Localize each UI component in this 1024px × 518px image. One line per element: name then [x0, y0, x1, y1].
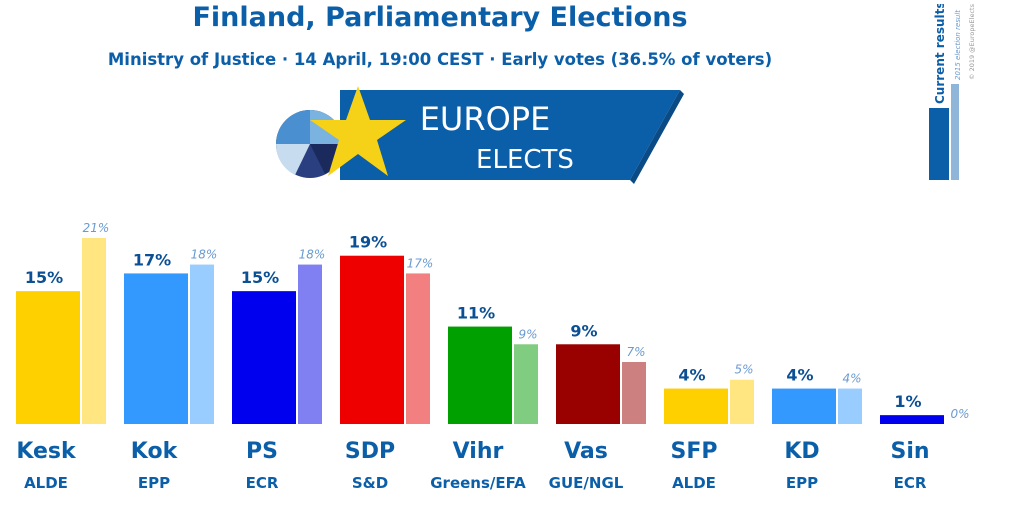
previous-value-label: 21% [83, 221, 110, 235]
previous-value-label: 9% [518, 327, 537, 341]
current-bar-sfp [664, 388, 728, 424]
current-value-label: 17% [133, 250, 171, 269]
party-label: Kesk [16, 439, 77, 464]
previous-bar-vas [622, 362, 646, 424]
group-label: ECR [894, 474, 927, 492]
group-label: EPP [138, 474, 170, 492]
chart-title: Finland, Parliamentary Elections [192, 2, 688, 33]
previous-bar-kd [838, 388, 862, 424]
current-bar-kesk [16, 291, 80, 424]
party-label: SDP [345, 439, 395, 464]
current-bar-vihr [448, 326, 512, 424]
legend-credit: © 2019 @EuropeElects [968, 4, 976, 80]
current-value-label: 4% [678, 366, 705, 385]
star-icon [310, 86, 406, 176]
previous-bar-kesk [82, 238, 106, 424]
previous-value-label: 5% [734, 363, 753, 377]
bar-chart: 21% 15% Kesk ALDE 18% 17% Kok EPP 18% 15% PS ECR 17%… [16, 221, 970, 492]
current-value-label: 1% [894, 392, 921, 411]
party-label: Kok [131, 439, 179, 464]
legend-previous-swatch [951, 84, 959, 180]
previous-bar-sdp [406, 273, 430, 424]
legend-previous-label: 2015 election result [954, 10, 962, 80]
previous-value-label: 7% [626, 345, 645, 359]
current-bar-ps [232, 291, 296, 424]
party-label: KD [784, 439, 819, 464]
group-label: ECR [246, 474, 279, 492]
logo-line1: EUROPE [420, 100, 551, 138]
previous-bar-ps [298, 264, 322, 424]
previous-value-label: 18% [191, 248, 218, 262]
current-value-label: 11% [457, 304, 495, 323]
current-bar-sin [880, 415, 944, 424]
group-label: Greens/EFA [430, 474, 526, 492]
group-label: ALDE [672, 474, 716, 492]
group-label: EPP [786, 474, 818, 492]
current-value-label: 19% [349, 233, 387, 252]
party-label: SFP [671, 439, 718, 464]
legend: Current results 2015 election result © 2… [929, 4, 976, 180]
party-label: Vas [564, 439, 608, 464]
party-label: Sin [890, 439, 929, 464]
previous-bar-vihr [514, 344, 538, 424]
legend-current-label: Current results [933, 4, 947, 104]
current-value-label: 15% [241, 268, 279, 287]
group-label: S&D [352, 474, 388, 492]
party-label: Vihr [453, 439, 504, 464]
previous-bar-kok [190, 264, 214, 424]
previous-value-label: 4% [842, 372, 861, 386]
logo-line2: ELECTS [476, 145, 574, 175]
logo-banner [340, 90, 680, 180]
logo-banner-shadow [630, 90, 684, 184]
current-bar-sdp [340, 255, 404, 424]
current-bar-kd [772, 388, 836, 424]
current-value-label: 15% [25, 268, 63, 287]
chart-subtitle: Ministry of Justice · 14 April, 19:00 CE… [107, 50, 773, 69]
current-bar-kok [124, 273, 188, 424]
legend-current-swatch [929, 108, 949, 180]
party-label: PS [246, 439, 278, 464]
europe-elects-logo: EUROPE ELECTS [275, 86, 684, 184]
previous-value-label: 18% [299, 248, 326, 262]
current-bar-vas [556, 344, 620, 424]
current-value-label: 4% [786, 366, 813, 385]
previous-value-label: 0% [950, 407, 969, 421]
previous-bar-sfp [730, 379, 754, 424]
group-label: GUE/NGL [549, 474, 624, 492]
previous-value-label: 17% [407, 256, 434, 270]
current-value-label: 9% [570, 321, 597, 340]
group-label: ALDE [24, 474, 68, 492]
